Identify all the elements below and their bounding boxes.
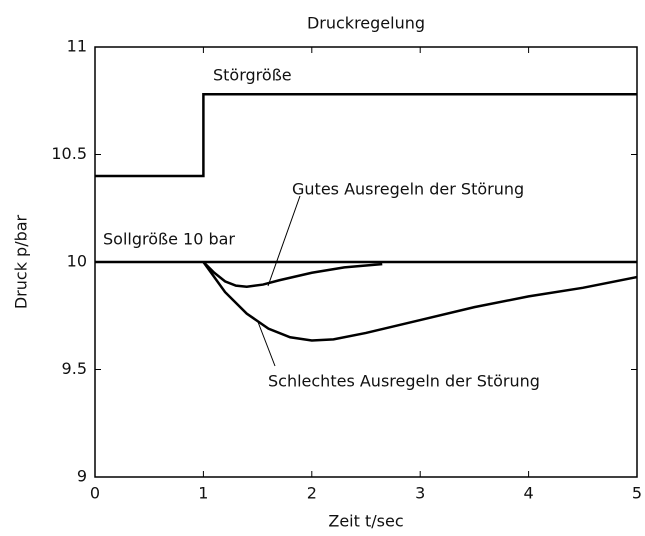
y-tick-label: 10.5 <box>51 144 87 163</box>
series-line <box>202 261 383 288</box>
x-tick-label: 2 <box>307 484 317 503</box>
x-tick-label: 4 <box>524 484 534 503</box>
y-tick-label: 10 <box>67 252 87 271</box>
y-axis-label: Druck p/bar <box>12 214 31 309</box>
series-line <box>95 93 637 178</box>
series-label: Gutes Ausregeln der Störung <box>292 180 524 199</box>
x-tick-label: 1 <box>198 484 208 503</box>
x-tick-label: 3 <box>415 484 425 503</box>
chart-title: Druckregelung <box>307 14 425 33</box>
leader-line <box>267 195 301 287</box>
y-tick-label: 9 <box>77 467 87 486</box>
series-label: Störgröße <box>213 66 292 85</box>
series-label: Sollgröße 10 bar <box>103 230 235 249</box>
series-label: Schlechtes Ausregeln der Störung <box>268 372 540 391</box>
y-tick-label: 11 <box>67 37 87 56</box>
x-tick-label: 0 <box>90 484 100 503</box>
x-axis-label: Zeit t/sec <box>328 512 403 531</box>
series-line <box>202 261 638 342</box>
leader-line <box>257 321 276 367</box>
x-tick-label: 5 <box>632 484 642 503</box>
y-tick-label: 9.5 <box>62 359 87 378</box>
